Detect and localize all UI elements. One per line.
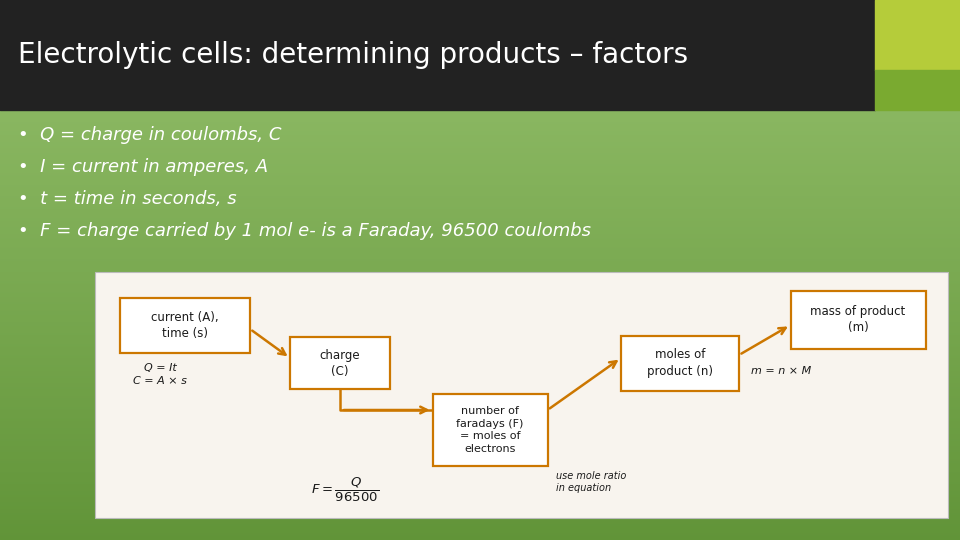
Text: $F = \dfrac{Q}{96500}$: $F = \dfrac{Q}{96500}$ xyxy=(311,476,379,504)
FancyBboxPatch shape xyxy=(433,394,547,466)
FancyBboxPatch shape xyxy=(621,335,739,390)
Text: number of
faradays (F)
= moles of
electrons: number of faradays (F) = moles of electr… xyxy=(456,407,524,454)
Text: •  Q = charge in coulombs, C: • Q = charge in coulombs, C xyxy=(18,126,281,144)
Text: current (A),
time (s): current (A), time (s) xyxy=(151,310,219,340)
Text: use mole ratio
in equation: use mole ratio in equation xyxy=(556,471,626,494)
Text: •  I = current in amperes, A: • I = current in amperes, A xyxy=(18,158,268,176)
Text: moles of
product (n): moles of product (n) xyxy=(647,348,713,377)
FancyBboxPatch shape xyxy=(790,291,925,349)
Text: m = n × M: m = n × M xyxy=(751,366,811,376)
Text: mass of product
(m): mass of product (m) xyxy=(810,306,905,334)
Text: •  F = charge carried by 1 mol e- is a Faraday, 96500 coulombs: • F = charge carried by 1 mol e- is a Fa… xyxy=(18,222,591,240)
Text: •  t = time in seconds, s: • t = time in seconds, s xyxy=(18,190,236,208)
FancyBboxPatch shape xyxy=(120,298,250,353)
Text: Electrolytic cells: determining products – factors: Electrolytic cells: determining products… xyxy=(18,41,688,69)
FancyBboxPatch shape xyxy=(290,337,390,389)
Text: Q = It
C = A × s: Q = It C = A × s xyxy=(133,362,187,386)
FancyBboxPatch shape xyxy=(95,272,948,518)
Text: charge
(C): charge (C) xyxy=(320,348,360,377)
